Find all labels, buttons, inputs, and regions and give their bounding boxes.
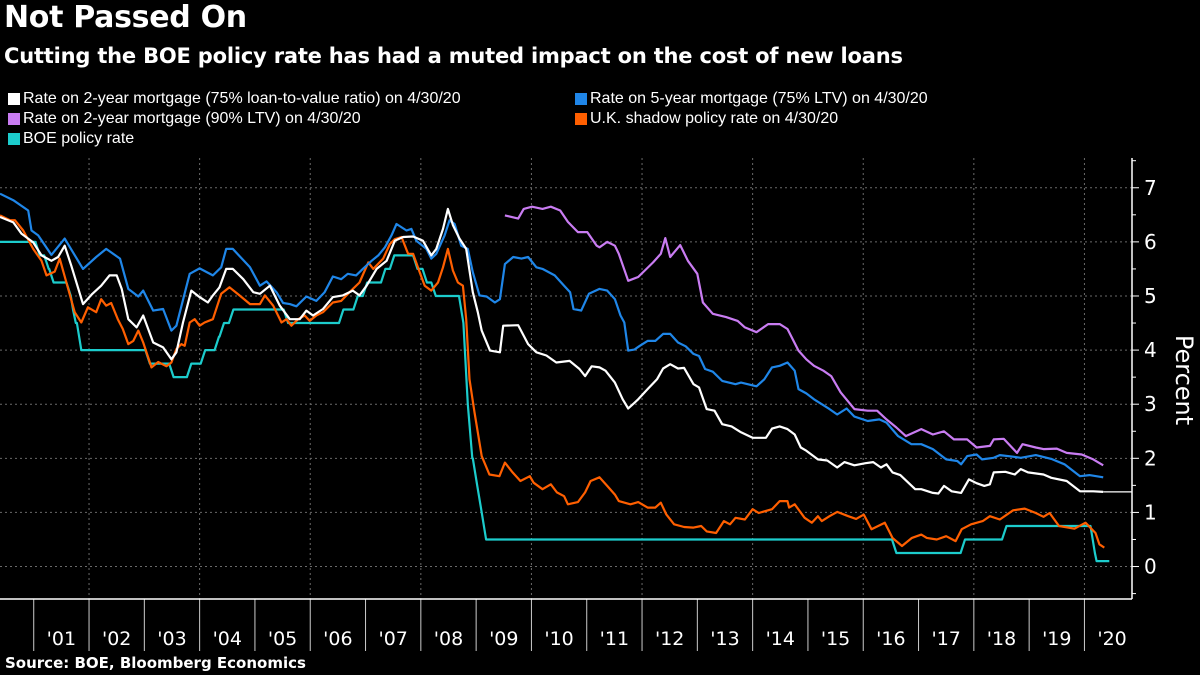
y-tick-label: 7 bbox=[1144, 176, 1157, 200]
x-tick-label: '14 bbox=[766, 628, 795, 650]
legend-swatch-2yr-75ltv bbox=[8, 93, 20, 105]
legend-item-boe-rate: BOE policy rate bbox=[8, 130, 134, 148]
legend-label: Rate on 5-year mortgage (75% LTV) on 4/3… bbox=[590, 90, 928, 107]
legend-label: Rate on 2-year mortgage (75% loan-to-val… bbox=[23, 90, 461, 107]
legend-item-2yr-90ltv: Rate on 2-year mortgage (90% LTV) on 4/3… bbox=[8, 110, 361, 128]
x-tick-label: '01 bbox=[47, 628, 76, 650]
x-tick-label: '13 bbox=[710, 628, 739, 650]
y-tick-label: 6 bbox=[1144, 230, 1157, 254]
x-tick-label: '16 bbox=[876, 628, 905, 650]
y-tick-label: 1 bbox=[1144, 500, 1157, 524]
series-line-rate-on-5-year-mortgage-75-ltv-on-4-30-20 bbox=[0, 192, 1104, 479]
legend-swatch-boe-rate bbox=[8, 133, 20, 145]
x-tick-label: '03 bbox=[157, 628, 186, 650]
series-line-rate-on-2-year-mortgage-75-loan-to-value-ratio-on-4-30-20 bbox=[0, 207, 1104, 495]
x-tick-label: '10 bbox=[544, 628, 573, 650]
series-line-rate-on-2-year-mortgage-90-ltv-on-4-30-20 bbox=[504, 205, 1104, 467]
x-tick-label: '05 bbox=[268, 628, 297, 650]
series-lines bbox=[0, 192, 1132, 563]
x-tick-label: '09 bbox=[489, 628, 518, 650]
x-tick-label: '15 bbox=[821, 628, 850, 650]
x-tick-label: '02 bbox=[102, 628, 131, 650]
chart-subtitle: Cutting the BOE policy rate has had a mu… bbox=[4, 44, 903, 68]
x-tick-label: '17 bbox=[931, 628, 960, 650]
series-line-u-k-shadow-policy-rate-on-4-30-20 bbox=[0, 214, 1105, 549]
legend-label: U.K. shadow policy rate on 4/30/20 bbox=[590, 110, 839, 127]
y-tick-label: 5 bbox=[1144, 284, 1157, 308]
legend-swatch-2yr-90ltv bbox=[8, 113, 20, 125]
x-tick-label: '11 bbox=[600, 628, 629, 650]
y-tick-label: 3 bbox=[1144, 392, 1157, 416]
x-tick-label: '18 bbox=[987, 628, 1016, 650]
x-tick-label: '12 bbox=[655, 628, 684, 650]
legend-item-2yr-75ltv: Rate on 2-year mortgage (75% loan-to-val… bbox=[8, 90, 461, 108]
x-tick-label: '19 bbox=[1042, 628, 1071, 650]
legend-swatch-shadow-rate bbox=[575, 113, 587, 125]
y-tick-label: 4 bbox=[1144, 338, 1157, 362]
x-tick-label: '07 bbox=[378, 628, 407, 650]
chart-title: Not Passed On bbox=[4, 0, 247, 35]
x-tick-label: '08 bbox=[434, 628, 463, 650]
x-tick-label: '04 bbox=[213, 628, 242, 650]
x-tick-label: '20 bbox=[1097, 628, 1126, 650]
axes: 0 1 2 3 4 5 6 7 '01 '02 '03 '04 '05 '06 '07 '08 '09 '10 '1… bbox=[0, 158, 1157, 651]
y-tick-label: 0 bbox=[1144, 555, 1157, 579]
y-axis-label: Percent bbox=[1170, 335, 1198, 425]
legend-label: Rate on 2-year mortgage (90% LTV) on 4/3… bbox=[23, 110, 361, 127]
legend-swatch-5yr-75ltv bbox=[575, 93, 587, 105]
grid bbox=[0, 158, 1132, 599]
source-note: Source: BOE, Bloomberg Economics bbox=[5, 654, 306, 672]
y-tick-label: 2 bbox=[1144, 446, 1157, 470]
x-tick-label: '06 bbox=[323, 628, 352, 650]
legend-item-5yr-75ltv: Rate on 5-year mortgage (75% LTV) on 4/3… bbox=[575, 90, 928, 108]
series-line-boe-policy-rate bbox=[0, 240, 1110, 563]
legend-item-shadow-rate: U.K. shadow policy rate on 4/30/20 bbox=[575, 110, 838, 128]
legend-label: BOE policy rate bbox=[23, 130, 135, 147]
